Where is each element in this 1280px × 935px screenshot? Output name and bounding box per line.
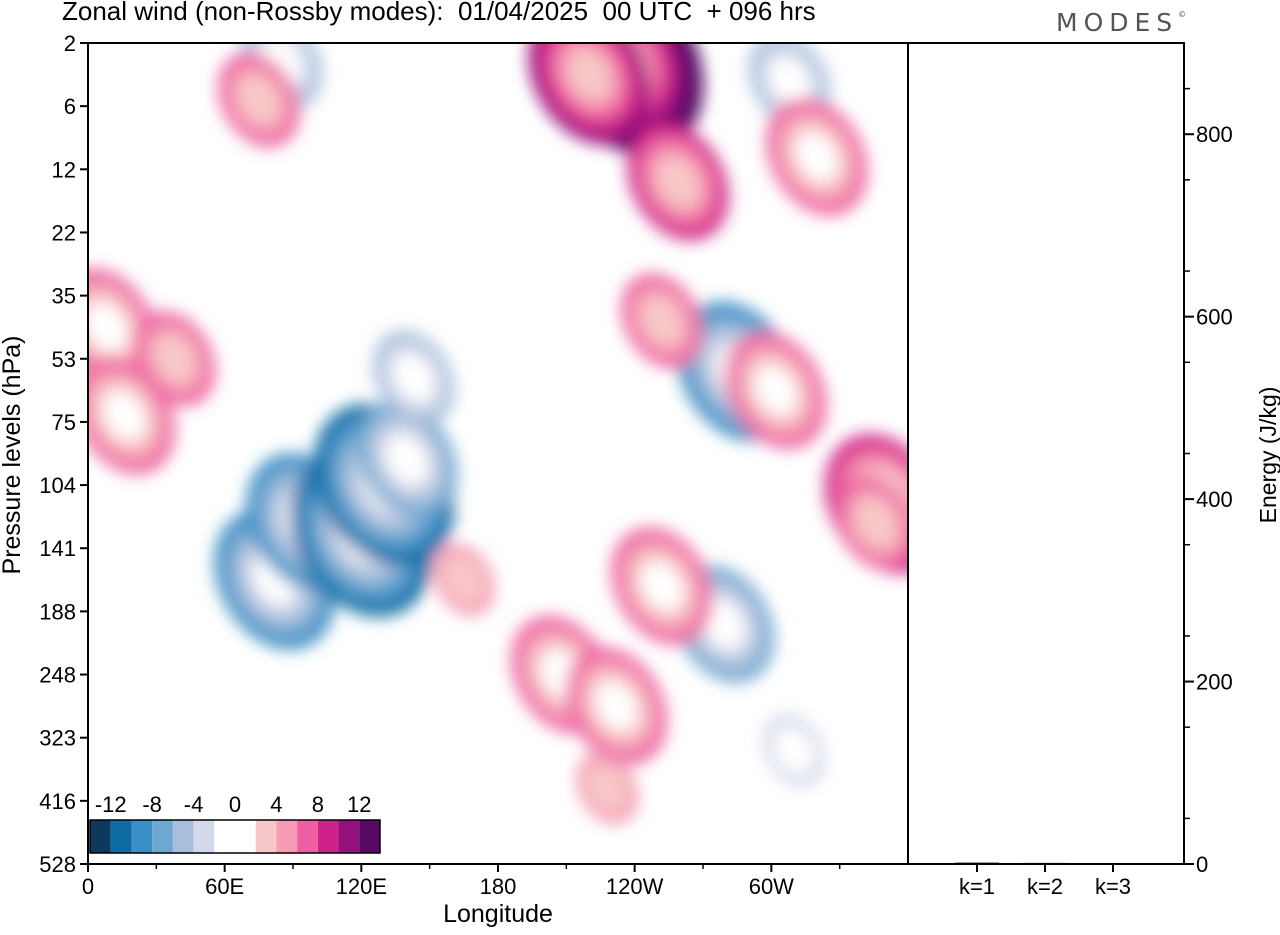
heatmap-cell [768, 56, 811, 106]
heatmap-cell [385, 435, 428, 485]
heatmap [88, 43, 908, 824]
energy-bar [1023, 862, 1067, 864]
colorbar-label: 4 [270, 792, 282, 817]
y-tick-label: 53 [52, 347, 76, 372]
heatmap-cell [773, 725, 816, 775]
heatmap-cell [656, 157, 699, 207]
energy-axis: 0 200 400 600 800 [1184, 87, 1233, 877]
colorbar-swatch [152, 820, 173, 853]
x-axis-label: Longitude [443, 900, 553, 928]
x-tick-label: 60E [205, 874, 244, 899]
colorbar-swatch [172, 820, 194, 853]
y-tick-label: 141 [39, 536, 76, 561]
energy-category-label: k=1 [959, 874, 995, 899]
pressure-axis: 2 6 12 22 35 53 75 104 141 188 248 323 416 528 [39, 31, 88, 877]
energy-category-label: k=2 [1027, 874, 1063, 899]
heatmap-cell [595, 681, 638, 731]
y-tick-label: 416 [39, 789, 76, 814]
y-tick-label: 248 [39, 663, 76, 688]
heatmap-cell [153, 334, 196, 384]
colorbar-swatch [297, 820, 318, 853]
x-tick-label: 180 [480, 874, 517, 899]
y-tick-label: 104 [39, 473, 76, 498]
colorbar-swatch [359, 820, 380, 853]
colorbar-swatch [214, 820, 235, 853]
heatmap-cell [795, 132, 838, 182]
energy-bar [1091, 863, 1135, 864]
energy-tick-label: 200 [1196, 670, 1233, 695]
y-tick-label: 6 [64, 94, 76, 119]
energy-bars: k=1 k=2 k=3 [955, 862, 1135, 899]
colorbar-swatch [338, 820, 360, 853]
y-tick-label: 75 [52, 410, 76, 435]
colorbar-frame [89, 819, 381, 854]
heatmap-cell [237, 75, 280, 125]
heatmap-cell [103, 391, 146, 441]
logo-text: MODES [1056, 8, 1179, 37]
energy-axis-label: Energy (J/kg) [1255, 387, 1280, 524]
colorbar-swatch [276, 820, 298, 853]
colorbar-swatch [235, 820, 256, 853]
heatmap-cell [754, 365, 797, 415]
colorbar-label: 0 [229, 792, 241, 817]
colorbar-label: -8 [142, 792, 162, 817]
colorbar-label: -12 [95, 792, 127, 817]
heatmap-cell [702, 599, 745, 649]
colorbar-swatch [90, 820, 111, 853]
energy-category-label: k=3 [1095, 874, 1131, 899]
logo-mark: © [1178, 10, 1187, 19]
heatmap-cell [88, 302, 128, 352]
y-tick-label: 528 [39, 852, 76, 877]
heatmap-cell [442, 555, 485, 605]
y-tick-label: 2 [64, 31, 76, 56]
modes-logo: MODES© [1056, 8, 1186, 37]
colorbar-swatch [193, 820, 215, 853]
energy-tick-label: 400 [1196, 487, 1233, 512]
energy-bar [955, 862, 999, 864]
colorbar-label: 12 [347, 792, 371, 817]
energy-tick-label: 800 [1196, 122, 1233, 147]
x-tick-label: 120W [606, 874, 664, 899]
energy-panel-frame [907, 42, 1185, 865]
colorbar: -12 -8 -4 0 4 8 12 [89, 792, 381, 854]
colorbar-swatch [255, 820, 277, 853]
heatmap-cell [641, 296, 683, 346]
x-tick-label: 0 [82, 874, 94, 899]
heatmap-cell [586, 763, 629, 813]
energy-tick-label: 0 [1196, 852, 1208, 877]
colorbar-swatch [110, 820, 132, 853]
colorbar-swatch [131, 820, 153, 853]
y-tick-label: 323 [39, 726, 76, 751]
y-axis-label: Pressure levels (hPa) [0, 336, 26, 575]
x-tick-label: 60W [749, 874, 794, 899]
colorbar-swatch [317, 820, 339, 853]
colorbar-label: -4 [184, 792, 204, 817]
heatmap-cell [855, 498, 898, 548]
heatmap-cell [641, 561, 683, 611]
x-tick-label: 120E [336, 874, 387, 899]
heatmap-cell [392, 353, 435, 403]
energy-tick-label: 600 [1196, 305, 1233, 330]
heatmap-features [88, 43, 908, 824]
colorbar-label: 8 [312, 792, 324, 817]
y-tick-label: 35 [52, 284, 76, 309]
y-tick-label: 12 [52, 157, 76, 182]
heatmap-cell [568, 50, 611, 100]
longitude-axis: 0 60E 120E 180 120W 60W [82, 864, 841, 899]
y-tick-label: 22 [52, 220, 76, 245]
chart-title: Zonal wind (non-Rossby modes): 01/04/202… [62, 0, 816, 26]
y-tick-label: 188 [39, 599, 76, 624]
